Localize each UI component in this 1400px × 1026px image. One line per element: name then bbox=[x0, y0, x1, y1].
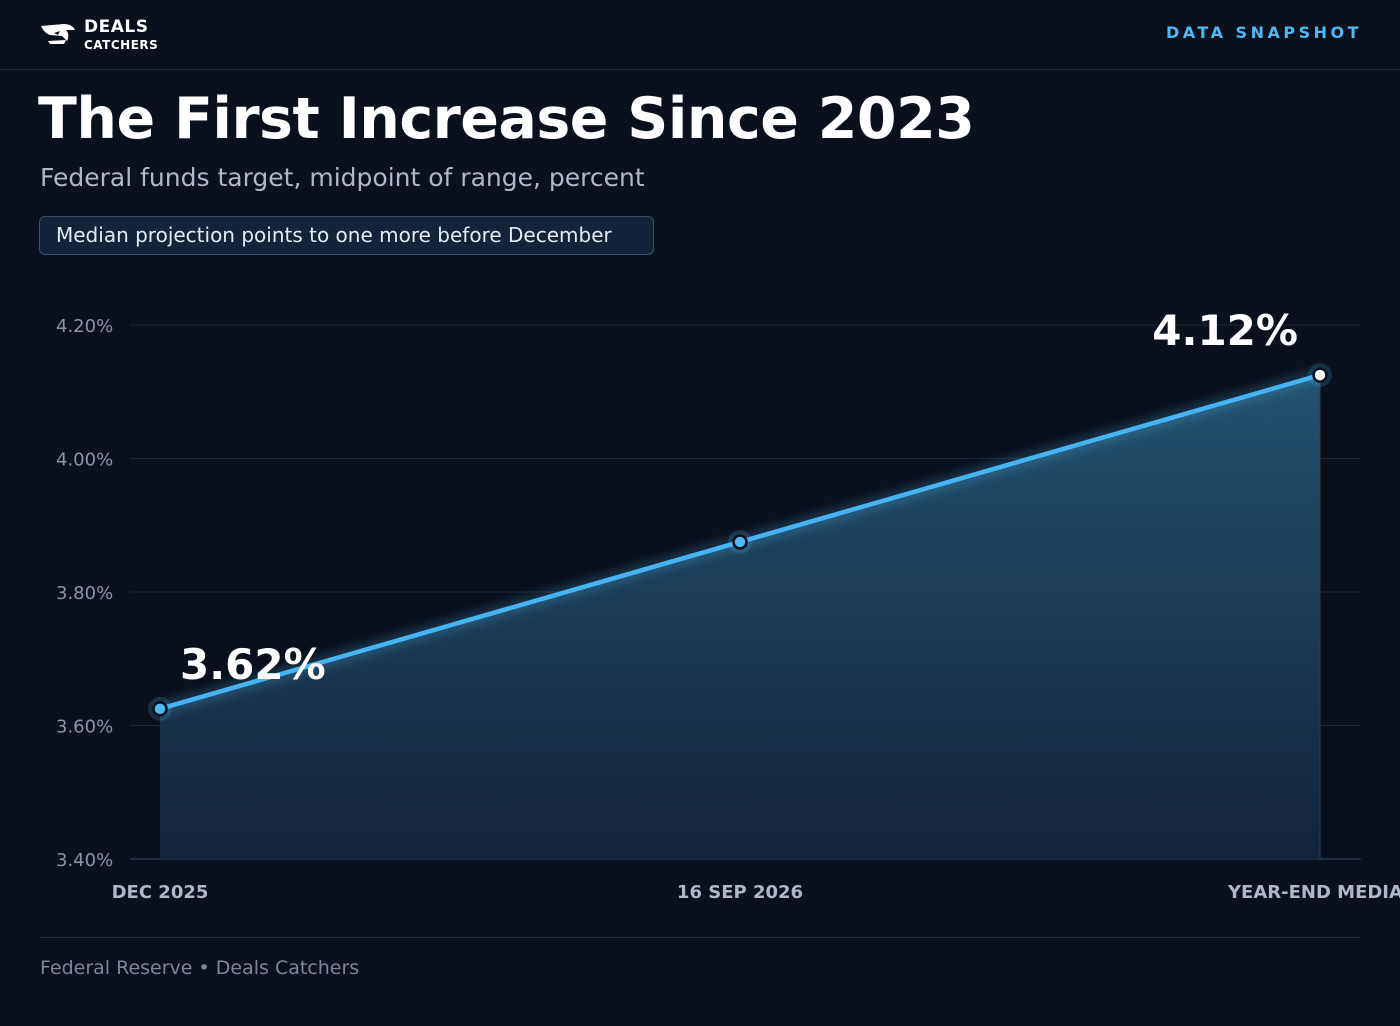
chart-subtitle: Federal funds target, midpoint of range,… bbox=[40, 163, 645, 192]
x-tick-label: YEAR-END MEDIAN bbox=[1227, 882, 1400, 903]
data-point[interactable] bbox=[732, 534, 748, 550]
chart-title: The First Increase Since 2023 bbox=[38, 86, 975, 152]
area-fill bbox=[160, 375, 1320, 859]
logo-text-deals: DEALS bbox=[84, 17, 149, 37]
logo-text-catchers: CATCHERS bbox=[84, 38, 159, 52]
y-tick-label: 3.60% bbox=[56, 717, 113, 738]
brand-logo[interactable]: DEALS CATCHERS bbox=[40, 19, 158, 51]
data-label: 3.62% bbox=[180, 640, 326, 689]
top-bar: DEALS CATCHERS DATA SNAPSHOT bbox=[0, 0, 1400, 70]
annotation-badge: Median projection points to one more bef… bbox=[39, 216, 654, 255]
x-tick-label: 16 SEP 2026 bbox=[677, 882, 803, 903]
data-point[interactable] bbox=[1312, 367, 1328, 383]
x-tick-label: DEC 2025 bbox=[112, 882, 209, 903]
shark-fin-icon bbox=[41, 24, 75, 44]
footer-divider bbox=[40, 937, 1361, 938]
y-tick-label: 4.00% bbox=[56, 450, 113, 471]
y-tick-label: 3.40% bbox=[56, 850, 113, 871]
y-tick-label: 4.20% bbox=[56, 316, 113, 337]
data-snapshot-tag: DATA SNAPSHOT bbox=[1166, 23, 1362, 42]
y-tick-label: 3.80% bbox=[56, 583, 113, 604]
area-chart: 3.40% 3.60% 3.80% 4.00% 4.20% DEC 2025 16 SEP… bbox=[56, 306, 1400, 903]
source-credit: Federal Reserve • Deals Catchers bbox=[40, 957, 360, 979]
data-label: 4.12% bbox=[1152, 306, 1298, 355]
data-point[interactable] bbox=[152, 701, 168, 717]
